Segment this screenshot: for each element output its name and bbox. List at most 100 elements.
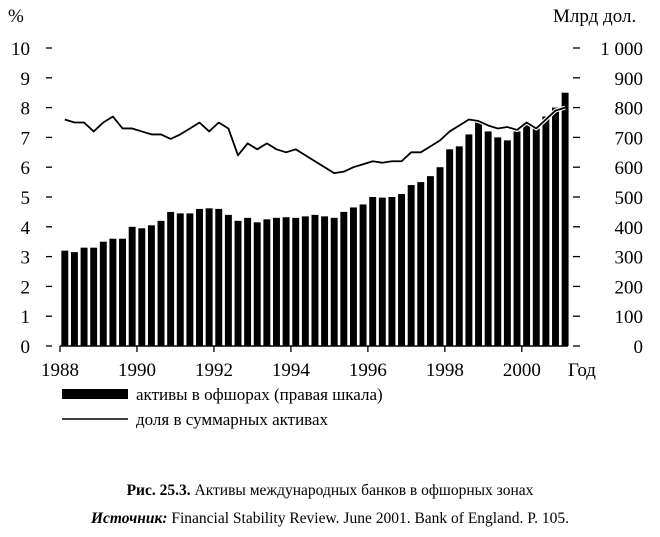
bar-offshore-assets [426, 176, 434, 346]
line-share-of-total-assets [64, 106, 566, 175]
left-tick-label: 5 [21, 188, 31, 209]
left-tick-label: 7 [21, 128, 31, 149]
right-tick-label: 900 [615, 69, 644, 90]
bar-offshore-assets [359, 204, 367, 346]
x-tick-label: 1988 [41, 360, 79, 381]
right-tick-label: 200 [615, 277, 644, 298]
bar-offshore-assets [196, 208, 203, 346]
offshore-assets-chart: % Млрд дол. Год 0 1 2 3 4 5 6 7 8 9 10 0 100 200 300 4… [8, 6, 643, 429]
x-axis-label: Год [568, 360, 596, 381]
bar-offshore-assets [494, 137, 502, 346]
source-label: Источник: [90, 510, 168, 527]
left-tick-label: 10 [11, 39, 30, 60]
figure-title: Активы международных банков в офшорных з… [194, 482, 534, 499]
bar-offshore-assets [446, 149, 454, 346]
right-axis: 0 100 200 300 400 500 600 700 800 900 1 000 [573, 39, 643, 358]
right-tick-label: 600 [615, 158, 644, 179]
x-tick-label: 1990 [118, 360, 156, 381]
bar-offshore-assets [330, 217, 338, 346]
bar-offshore-assets [70, 252, 78, 346]
x-tick-label: 1992 [195, 360, 233, 381]
x-axis: 1988 1990 1992 1994 1996 1998 2000 [41, 345, 568, 381]
bar-offshore-assets [234, 220, 242, 346]
bar-offshore-assets [436, 167, 444, 346]
x-tick-label: 1994 [272, 360, 311, 381]
left-axis: 0 1 2 3 4 5 6 7 8 9 10 [11, 39, 52, 358]
bar-offshore-assets [388, 197, 396, 346]
bar-offshore-assets [340, 211, 348, 346]
right-tick-label: 400 [615, 218, 644, 239]
legend-bar-swatch [62, 389, 128, 399]
legend-bar-label: активы в офшорах (правая шкала) [136, 385, 383, 404]
left-tick-label: 1 [21, 307, 31, 328]
bar-offshore-assets [273, 217, 280, 346]
left-tick-label: 3 [21, 248, 31, 269]
bar-series-offshore-assets [61, 92, 569, 346]
left-axis-unit: % [8, 6, 24, 27]
left-tick-label: 2 [21, 277, 31, 298]
bar-offshore-assets [99, 241, 107, 346]
legend: активы в офшорах (правая шкала) доля в с… [62, 385, 383, 429]
bar-offshore-assets [176, 213, 184, 346]
bar-offshore-assets [513, 131, 521, 346]
bar-offshore-assets [349, 207, 357, 346]
right-tick-label: 0 [634, 337, 644, 358]
bar-offshore-assets [186, 213, 194, 346]
bar-offshore-assets [128, 226, 136, 346]
figure-source: Источник: Financial Stability Review. Ju… [0, 510, 660, 528]
x-tick-label: 2000 [503, 360, 541, 381]
bar-offshore-assets [138, 228, 146, 346]
bar-offshore-assets [119, 238, 126, 346]
right-tick-label: 500 [615, 188, 644, 209]
bar-offshore-assets [417, 182, 425, 346]
bar-offshore-assets [301, 216, 309, 346]
bar-offshore-assets [455, 146, 463, 346]
bar-offshore-assets [215, 208, 223, 346]
bar-offshore-assets [80, 247, 88, 346]
right-tick-label: 100 [615, 307, 644, 328]
left-tick-label: 6 [21, 158, 31, 179]
x-tick-label: 1996 [349, 360, 387, 381]
bar-offshore-assets [311, 214, 319, 346]
left-tick-label: 0 [21, 337, 31, 358]
left-tick-label: 4 [21, 218, 31, 239]
bar-offshore-assets [109, 238, 117, 346]
line-series-share [64, 105, 566, 176]
right-tick-label: 300 [615, 248, 644, 269]
bar-offshore-assets [542, 116, 550, 346]
bar-offshore-assets [61, 250, 69, 346]
bar-offshore-assets [484, 131, 492, 346]
bar-offshore-assets [205, 208, 213, 346]
left-tick-label: 8 [21, 99, 31, 120]
bar-offshore-assets [503, 140, 511, 346]
right-tick-label: 1 000 [600, 39, 643, 60]
bar-offshore-assets [90, 247, 98, 346]
left-tick-label: 9 [21, 69, 31, 90]
bar-offshore-assets [465, 134, 473, 346]
bar-offshore-assets [244, 217, 252, 346]
source-text: Financial Stability Review. June 2001. B… [171, 510, 570, 527]
figure-caption: Рис. 25.3. Активы международных банков в… [0, 482, 660, 500]
bar-offshore-assets [147, 225, 155, 346]
bar-offshore-assets [523, 122, 531, 346]
figure-number: Рис. 25.3. [126, 482, 191, 499]
bar-offshore-assets [378, 197, 386, 346]
bar-offshore-assets [282, 217, 290, 346]
bar-offshore-assets [224, 214, 232, 346]
bar-offshore-assets [532, 128, 540, 346]
bar-offshore-assets [561, 92, 569, 346]
bar-offshore-assets [253, 222, 261, 346]
bar-offshore-assets [475, 122, 482, 346]
bar-offshore-assets [369, 197, 377, 346]
x-tick-label: 1998 [426, 360, 464, 381]
bar-offshore-assets [263, 219, 271, 346]
bar-offshore-assets [167, 211, 175, 346]
right-axis-unit: Млрд дол. [553, 6, 636, 27]
bar-offshore-assets [321, 216, 329, 346]
right-tick-label: 800 [615, 99, 644, 120]
legend-line-label: доля в суммарных активах [136, 410, 329, 429]
bar-offshore-assets [157, 220, 165, 346]
right-tick-label: 700 [615, 128, 644, 149]
bar-offshore-assets [292, 217, 300, 346]
bar-offshore-assets [552, 107, 559, 346]
